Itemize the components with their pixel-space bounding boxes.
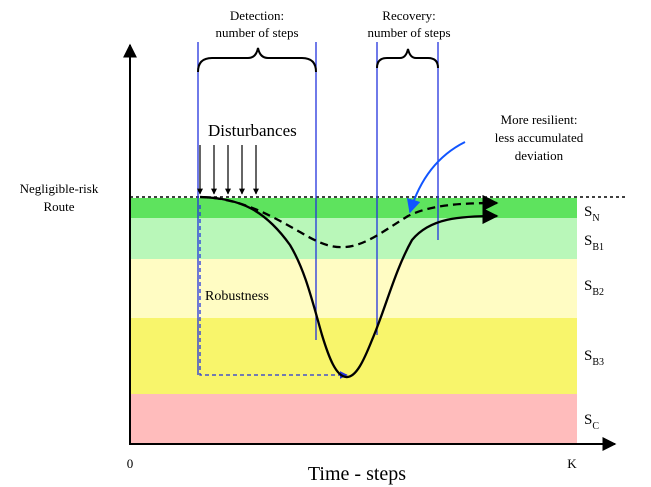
state-label-sb1: SB1 bbox=[584, 233, 604, 253]
band-sc bbox=[130, 394, 577, 444]
guide-lines bbox=[197, 42, 439, 375]
recovery-brace bbox=[376, 48, 439, 69]
negligible-risk-label-line2: Route bbox=[43, 199, 74, 214]
band-sb1 bbox=[130, 218, 577, 259]
x-origin-label: 0 bbox=[127, 456, 134, 471]
recovery-label-line2: number of steps bbox=[367, 25, 450, 40]
disturbances-label: Disturbances bbox=[208, 121, 297, 140]
resilient-label-line3: deviation bbox=[515, 148, 564, 163]
robustness-arrow bbox=[199, 205, 348, 379]
disturbance-arrows bbox=[197, 145, 259, 195]
state-bands bbox=[130, 198, 577, 444]
band-sn bbox=[130, 198, 577, 218]
more-resilient-curve bbox=[199, 194, 499, 249]
x-axis-title: Time - steps bbox=[308, 463, 406, 485]
band-sb2 bbox=[130, 259, 577, 318]
state-label-sb3: SB3 bbox=[584, 348, 604, 368]
negligible-risk-label-line1: Negligible-risk bbox=[20, 181, 99, 196]
resilient-label-line1: More resilient: bbox=[501, 112, 578, 127]
robustness-label: Robustness bbox=[205, 289, 269, 304]
detection-brace bbox=[197, 47, 317, 73]
detection-label-line2: number of steps bbox=[215, 25, 298, 40]
recovery-label-line1: Recovery: bbox=[382, 8, 435, 23]
resilient-callout-arrow bbox=[406, 141, 466, 214]
state-label-sc: SC bbox=[584, 412, 599, 432]
less-resilient-curve bbox=[199, 195, 499, 379]
state-label-sn: SN bbox=[584, 204, 600, 224]
resilient-label-line2: less accumulated bbox=[495, 130, 584, 145]
x-end-label: K bbox=[567, 456, 577, 471]
band-sb3 bbox=[130, 318, 577, 394]
detection-label-line1: Detection: bbox=[230, 8, 284, 23]
state-label-sb2: SB2 bbox=[584, 278, 604, 298]
